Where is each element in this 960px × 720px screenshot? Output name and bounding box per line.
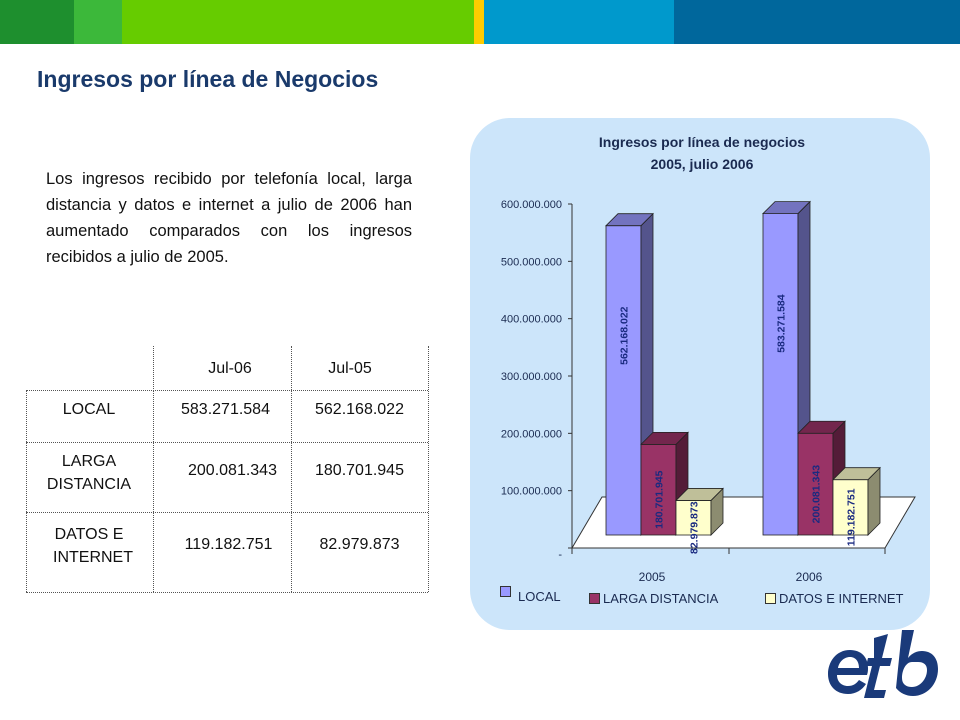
row-label-larga-line2: DISTANCIA: [46, 476, 132, 493]
row-label-local: LOCAL: [62, 401, 116, 418]
table-grid-line: [153, 390, 154, 592]
band-green: [74, 0, 122, 44]
bar-top: [640, 431, 689, 445]
cell-datos-jul05: 82.979.873: [319, 536, 400, 553]
legend-swatch-datos: [765, 593, 776, 604]
y-tick-label: 600.000.000: [501, 199, 562, 211]
legend-swatch-local: [500, 586, 511, 597]
bar-data-label: 200.081.343: [811, 465, 823, 524]
bar-data-label: 119.182.751: [846, 488, 858, 546]
bar-data-label: 583.271.584: [776, 294, 788, 353]
band-lime: [122, 0, 474, 44]
x-tick-label: 2006: [796, 570, 823, 584]
bar: [605, 225, 642, 536]
bar-top: [675, 488, 724, 501]
page-title: Ingresos por línea de Negocios: [37, 66, 379, 92]
row-label-larga-line1: LARGA: [61, 453, 117, 470]
y-tick-label: 300.000.000: [501, 371, 562, 383]
row-label-datos-line2: INTERNET: [53, 549, 133, 566]
bar-data-label: 180.701.945: [654, 470, 666, 529]
bar-top: [797, 420, 846, 434]
table-grid-line: [291, 346, 292, 592]
table-grid-line: [428, 346, 429, 592]
bar: [832, 479, 869, 536]
bar: [762, 213, 799, 536]
cell-datos-jul06: 119.182.751: [184, 536, 273, 553]
row-label-datos-line1: DATOS E: [54, 526, 124, 543]
table-grid-line: [153, 346, 154, 391]
y-tick-label: 200.000.000: [501, 428, 562, 440]
cell-larga-jul06: 200.081.343: [188, 462, 277, 479]
band-dark-green: [0, 0, 74, 44]
chart-title: Ingresos por línea de negocios 2005, jul…: [470, 131, 934, 175]
table-grid-line: [26, 390, 428, 391]
cell-local-jul06: 583.271.584: [181, 401, 270, 418]
legend-label-datos: DATOS E INTERNET: [779, 591, 904, 606]
etb-logo: [828, 630, 938, 698]
bar-top: [762, 201, 811, 214]
summary-paragraph: Los ingresos recibido por telefonía loca…: [46, 170, 412, 266]
table-grid-line: [26, 390, 27, 592]
y-tick-label: -: [558, 549, 562, 561]
x-tick-label: 2005: [639, 570, 666, 584]
bar: [640, 443, 677, 536]
y-tick-label: 500.000.000: [501, 256, 562, 268]
bar-data-label: 82.979.873: [689, 501, 701, 554]
cell-local-jul05: 562.168.022: [315, 401, 404, 418]
table-grid-line: [26, 512, 428, 513]
table-header-jul05: Jul-05: [328, 360, 372, 377]
chart-title-line-1: Ingresos por línea de negocios: [598, 134, 806, 150]
band-dark-blue: [674, 0, 960, 44]
y-tick-label: 100.000.000: [501, 486, 562, 498]
legend-label-local: LOCAL: [518, 589, 561, 604]
table-grid-line: [26, 592, 428, 593]
legend-swatch-larga: [589, 593, 600, 604]
bar-top: [605, 213, 654, 227]
legend-label-larga: LARGA DISTANCIA: [603, 591, 719, 606]
cell-larga-jul05: 180.701.945: [315, 462, 404, 479]
bar: [675, 500, 712, 536]
band-yellow: [474, 0, 484, 44]
table-header-jul06: Jul-06: [208, 360, 252, 377]
y-tick-label: 400.000.000: [501, 314, 562, 326]
band-blue: [484, 0, 674, 44]
table-grid-line: [26, 442, 428, 443]
chart-title-line-2: 2005, julio 2006: [650, 156, 754, 172]
bar-top: [832, 467, 881, 481]
bar-data-label: 562.168.022: [619, 306, 631, 365]
